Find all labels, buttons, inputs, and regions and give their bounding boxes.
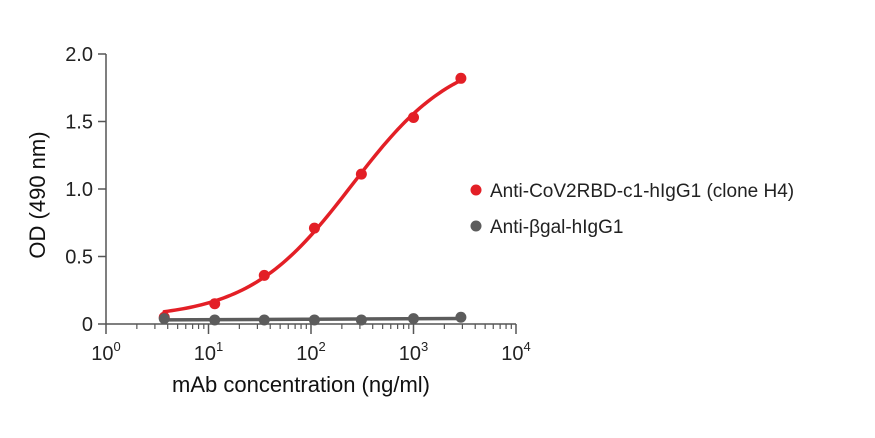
y-tick-label: 1.5 (65, 112, 93, 134)
series-0 (158, 72, 467, 323)
legend-marker (470, 220, 482, 232)
series-1-point (209, 314, 221, 326)
legend: Anti-CoV2RBD-c1-hIgG1 (clone H4) Anti-βga… (470, 181, 794, 238)
x-tick-base: 10 (91, 343, 113, 365)
y-tick-label: 1.0 (65, 179, 93, 201)
legend-label: Anti-CoV2RBD-c1-hIgG1 (clone H4) (490, 181, 794, 202)
plot-area (158, 72, 467, 326)
axes: 00.51.01.52.0 100 101 102 103 104 mAb concen… (25, 44, 531, 397)
y-tick-label: 0.5 (65, 247, 93, 269)
x-tick-exponent: 0 (114, 339, 121, 354)
x-tick-exponent: 2 (319, 339, 326, 354)
series-1-point (258, 314, 270, 326)
series-1-point (408, 313, 419, 325)
x-tick-base: 10 (194, 343, 216, 365)
series-1-point (308, 314, 320, 326)
x-tick-exponent: 1 (216, 339, 223, 354)
series-1 (158, 311, 467, 326)
series-0-point (308, 222, 320, 234)
x-tick-label: 103 (399, 339, 428, 365)
x-ticks: 100 101 102 103 104 (91, 324, 531, 365)
x-tick-label: 104 (501, 339, 530, 365)
x-tick-base: 10 (501, 343, 523, 365)
series-1-point (455, 311, 467, 323)
series-1-point (158, 313, 170, 325)
y-tick-label: 0 (82, 314, 93, 336)
x-tick-label: 100 (91, 339, 120, 365)
x-tick-label: 102 (296, 339, 325, 365)
x-tick-label: 101 (194, 339, 223, 365)
series-0-point (258, 269, 270, 281)
series-0-point (408, 111, 419, 123)
y-tick-label: 2.0 (65, 44, 93, 66)
legend-label: Anti-βgal-hIgG1 (490, 217, 623, 238)
series-0-point (455, 72, 467, 84)
x-tick-exponent: 4 (524, 339, 531, 354)
series-0-point (355, 168, 367, 180)
x-tick-exponent: 3 (421, 339, 428, 354)
y-ticks: 0 0.5 1.0 1.5 2.0 (65, 44, 106, 336)
y-axis-title: OD (490 nm) (25, 131, 50, 258)
series-0-point (209, 298, 221, 310)
legend-marker (470, 184, 482, 196)
x-axis-title: mAb concentration (ng/ml) (172, 372, 430, 397)
series-1-point (355, 314, 367, 326)
x-tick-base: 10 (399, 343, 421, 365)
x-tick-base: 10 (296, 343, 318, 365)
